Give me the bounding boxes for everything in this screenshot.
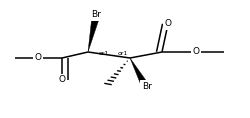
Text: Br: Br: [142, 82, 152, 91]
Polygon shape: [88, 16, 100, 52]
Text: O: O: [58, 76, 66, 84]
Text: O: O: [34, 53, 42, 63]
Text: Br: Br: [91, 10, 101, 19]
Text: or1: or1: [99, 51, 110, 56]
Polygon shape: [130, 58, 149, 85]
Text: or1: or1: [118, 51, 128, 56]
Text: O: O: [192, 48, 200, 57]
Text: O: O: [164, 19, 172, 29]
